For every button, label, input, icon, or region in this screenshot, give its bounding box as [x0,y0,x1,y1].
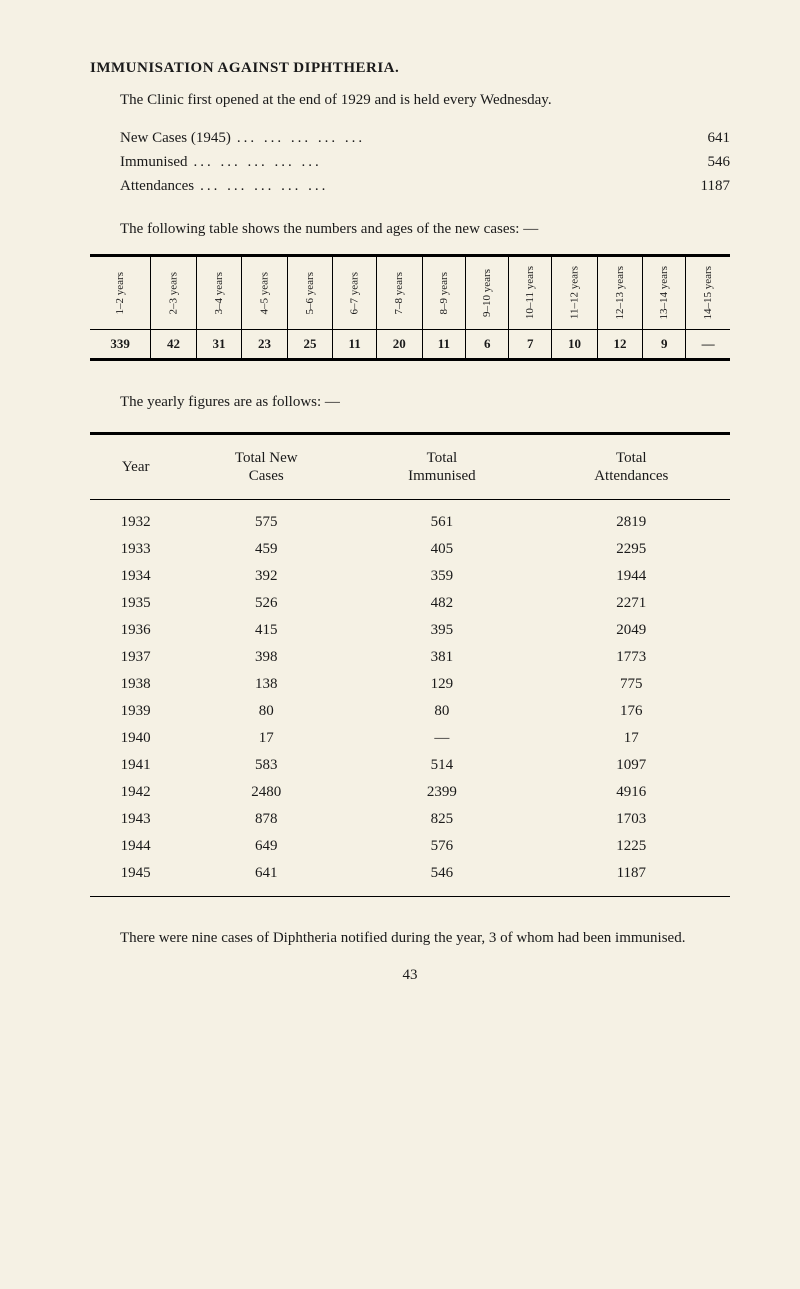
yearly-header-year: Year [90,433,181,499]
age-header: 9–10 years [466,256,509,330]
age-header: 3–4 years [196,256,242,330]
intro-paragraph: The Clinic first opened at the end of 19… [90,89,730,112]
age-header: 7–8 years [376,256,422,330]
summary-value: 641 [670,126,730,150]
age-header: 6–7 years [333,256,377,330]
page-number: 43 [90,967,730,984]
summary-row: New Cases (1945) ... ... ... ... ... 641 [120,126,730,150]
age-cell: 6 [466,330,509,360]
age-header: 2–3 years [151,256,197,330]
table-row: 194017—17 [90,725,730,752]
table-row: 1942248023994916 [90,779,730,806]
yearly-table-header-row: Year Total NewCases TotalImmunised Total… [90,433,730,499]
age-header: 13–14 years [643,256,686,330]
table-row: 19446495761225 [90,833,730,860]
yearly-figures-table: Year Total NewCases TotalImmunised Total… [90,432,730,897]
age-cell: 20 [376,330,422,360]
table-row: 19438788251703 [90,806,730,833]
table-row: 19343923591944 [90,563,730,590]
age-cell: 11 [333,330,377,360]
summary-label: Immunised [120,150,188,174]
age-cell: 9 [643,330,686,360]
summary-label: Attendances [120,174,194,198]
age-intro-paragraph: The following table shows the numbers an… [90,218,730,241]
summary-value: 1187 [670,174,730,198]
yearly-header-newcases: Total NewCases [181,433,351,499]
table-row: 19373983811773 [90,644,730,671]
age-table-header-row: 1–2 years 2–3 years 3–4 years 4–5 years … [90,256,730,330]
summary-label: New Cases (1945) [120,126,231,150]
age-cell: 25 [287,330,333,360]
age-cell: 11 [422,330,466,360]
table-row: 19364153952049 [90,617,730,644]
table-row: 1938138129775 [90,671,730,698]
summary-row: Immunised ... ... ... ... ... 546 [120,150,730,174]
yearly-intro-paragraph: The yearly figures are as follows: — [90,391,730,414]
table-row: 19456415461187 [90,860,730,897]
yearly-header-immunised: TotalImmunised [351,433,532,499]
summary-row: Attendances ... ... ... ... ... 1187 [120,174,730,198]
yearly-table-body: 19325755612819 19334594052295 1934392359… [90,499,730,896]
table-row: 19325755612819 [90,499,730,536]
age-header: 1–2 years [90,256,151,330]
summary-dots: ... ... ... ... ... [194,174,670,198]
age-header: 8–9 years [422,256,466,330]
age-header: 14–15 years [686,256,730,330]
age-cell: 23 [242,330,288,360]
table-row: 19334594052295 [90,536,730,563]
summary-value: 546 [670,150,730,174]
age-header: 4–5 years [242,256,288,330]
age-cell: — [686,330,730,360]
summary-dots: ... ... ... ... ... [231,126,670,150]
age-distribution-table: 1–2 years 2–3 years 3–4 years 4–5 years … [90,254,730,361]
table-row: 19415835141097 [90,752,730,779]
age-table-row: 339 42 31 23 25 11 20 11 6 7 10 12 9 — [90,330,730,360]
age-header: 12–13 years [597,256,643,330]
age-header: 10–11 years [509,256,552,330]
age-cell: 339 [90,330,151,360]
table-row: 19398080176 [90,698,730,725]
age-header: 5–6 years [287,256,333,330]
age-cell: 7 [509,330,552,360]
age-cell: 12 [597,330,643,360]
closing-paragraph: There were nine cases of Diphtheria noti… [90,927,730,950]
yearly-header-attendances: TotalAttendances [533,433,730,499]
summary-block: New Cases (1945) ... ... ... ... ... 641… [120,126,730,198]
age-cell: 42 [151,330,197,360]
summary-dots: ... ... ... ... ... [188,150,671,174]
age-cell: 10 [552,330,598,360]
table-row: 19355264822271 [90,590,730,617]
section-heading: IMMUNISATION AGAINST DIPHTHERIA. [90,60,730,77]
age-header: 11–12 years [552,256,598,330]
age-cell: 31 [196,330,242,360]
